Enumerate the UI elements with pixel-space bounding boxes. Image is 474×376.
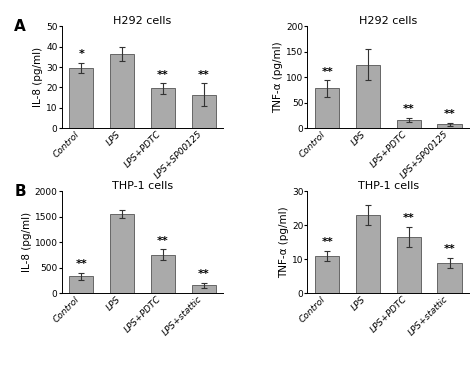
Text: **: ** — [198, 70, 210, 80]
Title: THP-1 cells: THP-1 cells — [358, 180, 419, 191]
Bar — [397, 237, 421, 293]
Text: **: ** — [157, 236, 169, 246]
Bar — [397, 120, 421, 128]
Bar — [69, 276, 93, 293]
Bar — [110, 214, 134, 293]
Y-axis label: IL-8 (pg/ml): IL-8 (pg/ml) — [33, 47, 43, 107]
Text: A: A — [14, 19, 26, 34]
Text: **: ** — [321, 237, 333, 247]
Y-axis label: TNF-α (pg/ml): TNF-α (pg/ml) — [273, 41, 283, 113]
Bar — [110, 54, 134, 128]
Bar — [191, 95, 216, 128]
Bar — [438, 263, 462, 293]
Bar — [438, 124, 462, 128]
Text: **: ** — [198, 269, 210, 279]
Bar — [191, 285, 216, 293]
Bar — [151, 88, 175, 128]
Bar — [356, 65, 380, 128]
Title: H292 cells: H292 cells — [359, 15, 418, 26]
Text: **: ** — [444, 244, 456, 254]
Title: THP-1 cells: THP-1 cells — [112, 180, 173, 191]
Text: **: ** — [157, 70, 169, 80]
Text: *: * — [78, 49, 84, 59]
Bar — [315, 88, 339, 128]
Y-axis label: IL-8 (pg/ml): IL-8 (pg/ml) — [22, 212, 32, 272]
Text: **: ** — [75, 259, 87, 269]
Y-axis label: TNF-α (pg/ml): TNF-α (pg/ml) — [279, 206, 289, 278]
Title: H292 cells: H292 cells — [113, 15, 172, 26]
Bar — [151, 255, 175, 293]
Bar — [69, 68, 93, 128]
Text: **: ** — [403, 214, 415, 223]
Text: **: ** — [444, 109, 456, 119]
Bar — [315, 256, 339, 293]
Text: **: ** — [321, 67, 333, 77]
Bar — [356, 215, 380, 293]
Text: B: B — [14, 184, 26, 199]
Text: **: ** — [403, 105, 415, 114]
